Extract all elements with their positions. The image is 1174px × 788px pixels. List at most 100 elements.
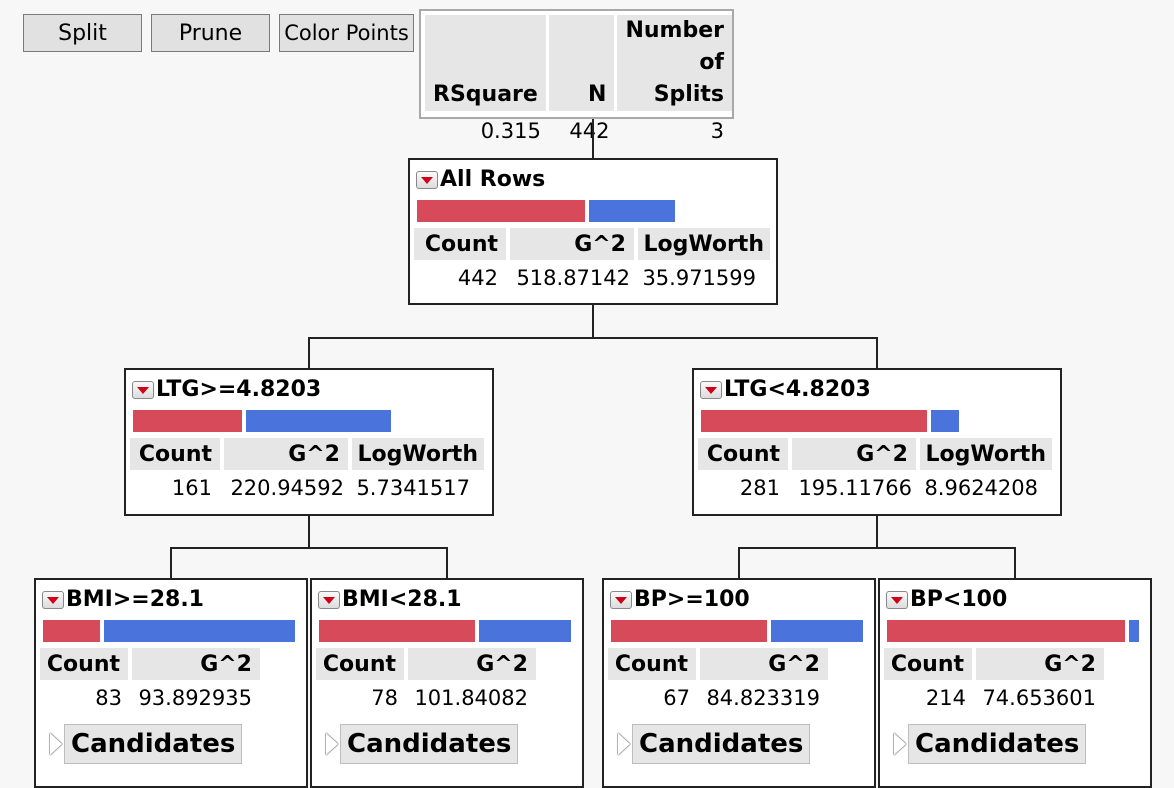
node-label: BMI<28.1 — [342, 587, 462, 612]
red-triangle-menu-icon[interactable] — [700, 380, 722, 399]
node-label: BMI>=28.1 — [66, 587, 204, 612]
node-title: BP>=100 — [610, 587, 750, 612]
summary-table: RSquare N Number of Splits 0.315 442 3 — [419, 9, 734, 143]
g2-header: G^2 — [792, 438, 920, 470]
node-stats: Count G^2 83 93.892935 — [40, 648, 260, 716]
candidates-label[interactable]: Candidates — [632, 724, 810, 764]
rsquare-value: 0.315 — [480, 119, 541, 143]
node-stats: Count G^2 LogWorth 442 518.87142 35.9715… — [414, 228, 770, 296]
count-value: 83 — [95, 686, 122, 710]
response-bar-blue — [931, 410, 959, 432]
g2-header: G^2 — [976, 648, 1104, 680]
node-bmi-ge: BMI>=28.1 Count G^2 83 93.892935 Candida… — [34, 578, 308, 788]
count-value: 442 — [457, 266, 498, 290]
red-triangle-menu-icon[interactable] — [132, 380, 154, 399]
node-title: BP<100 — [886, 587, 1007, 612]
splits-header-line2: of Splits — [653, 50, 724, 107]
logworth-value: 5.7341517 — [356, 476, 470, 500]
color-points-button[interactable]: Color Points — [279, 14, 414, 52]
disclosure-triangle-icon[interactable] — [894, 733, 906, 755]
response-bar-blue — [104, 620, 295, 642]
red-triangle-menu-icon[interactable] — [42, 590, 64, 609]
count-header: Count — [40, 648, 132, 680]
node-label: LTG>=4.8203 — [156, 377, 322, 402]
node-stats: Count G^2 LogWorth 281 195.11766 8.96242… — [698, 438, 1052, 506]
candidates-outline[interactable]: Candidates — [894, 724, 1086, 764]
response-bar-blue — [479, 620, 571, 642]
node-all-rows: All Rows Count G^2 LogWorth 442 518.8714… — [408, 158, 778, 305]
candidates-outline[interactable]: Candidates — [50, 724, 242, 764]
node-title: BMI>=28.1 — [42, 587, 204, 612]
g2-value: 74.653601 — [982, 686, 1096, 710]
response-bar-red — [887, 620, 1125, 642]
count-header: Count — [608, 648, 700, 680]
node-stats: Count G^2 78 101.84082 — [316, 648, 536, 716]
node-title: LTG>=4.8203 — [132, 377, 321, 402]
node-stats: Count G^2 214 74.653601 — [884, 648, 1104, 716]
node-stats: Count G^2 67 84.823319 — [608, 648, 828, 716]
disclosure-triangle-icon[interactable] — [618, 733, 630, 755]
logworth-header: LogWorth — [920, 438, 1052, 470]
g2-value: 220.94592 — [230, 476, 344, 500]
logworth-header: LogWorth — [352, 438, 484, 470]
logworth-value: 8.9624208 — [924, 476, 1038, 500]
prune-button[interactable]: Prune — [151, 14, 270, 52]
node-ltg-ge: LTG>=4.8203 Count G^2 LogWorth 161 220.9… — [124, 368, 494, 516]
response-bar-blue — [771, 620, 863, 642]
g2-header: G^2 — [408, 648, 536, 680]
red-triangle-menu-icon[interactable] — [610, 590, 632, 609]
count-value: 281 — [739, 476, 780, 500]
splits-header: Number of Splits — [617, 15, 732, 111]
candidates-label[interactable]: Candidates — [64, 724, 242, 764]
response-bar-blue — [589, 200, 675, 222]
candidates-outline[interactable]: Candidates — [618, 724, 810, 764]
node-bmi-lt: BMI<28.1 Count G^2 78 101.84082 Candidat… — [310, 578, 584, 788]
node-label: BP>=100 — [634, 587, 750, 612]
node-title: LTG<4.8203 — [700, 377, 871, 402]
red-triangle-menu-icon[interactable] — [886, 590, 908, 609]
node-bp-lt: BP<100 Count G^2 214 74.653601 Candidate… — [878, 578, 1152, 788]
disclosure-triangle-icon[interactable] — [50, 733, 62, 755]
disclosure-triangle-icon[interactable] — [326, 733, 338, 755]
response-bar-red — [701, 410, 927, 432]
response-bar-red — [319, 620, 475, 642]
count-value: 161 — [171, 476, 212, 500]
g2-value: 93.892935 — [138, 686, 252, 710]
count-header: Count — [414, 228, 510, 260]
n-header: N — [548, 15, 618, 111]
candidates-outline[interactable]: Candidates — [326, 724, 518, 764]
response-bar-red — [133, 410, 242, 432]
g2-header: G^2 — [224, 438, 352, 470]
count-value: 67 — [663, 686, 690, 710]
count-header: Count — [884, 648, 976, 680]
g2-value: 518.87142 — [516, 266, 630, 290]
response-bar-blue — [246, 410, 391, 432]
g2-header: G^2 — [700, 648, 828, 680]
count-header: Count — [130, 438, 224, 470]
g2-header: G^2 — [510, 228, 638, 260]
response-bar-red — [43, 620, 100, 642]
connector-ltghi-children — [170, 515, 448, 580]
count-value: 78 — [371, 686, 398, 710]
candidates-label[interactable]: Candidates — [908, 724, 1086, 764]
response-bar-red — [611, 620, 767, 642]
connector-ltglo-children — [738, 515, 1016, 580]
node-label: LTG<4.8203 — [724, 377, 871, 402]
g2-value: 84.823319 — [706, 686, 820, 710]
response-bar-blue — [1129, 620, 1139, 642]
rsquare-header: RSquare — [425, 15, 549, 111]
count-header: Count — [316, 648, 408, 680]
g2-header: G^2 — [132, 648, 260, 680]
count-value: 214 — [925, 686, 966, 710]
g2-value: 101.84082 — [414, 686, 528, 710]
n-value: 442 — [569, 119, 610, 143]
node-label: All Rows — [440, 167, 546, 192]
red-triangle-menu-icon[interactable] — [318, 590, 340, 609]
candidates-label[interactable]: Candidates — [340, 724, 518, 764]
red-triangle-menu-icon[interactable] — [416, 170, 438, 189]
node-label: BP<100 — [910, 587, 1008, 612]
split-button[interactable]: Split — [23, 14, 142, 52]
splits-value: 3 — [710, 119, 724, 143]
count-header: Count — [698, 438, 792, 470]
logworth-header: LogWorth — [638, 228, 770, 260]
